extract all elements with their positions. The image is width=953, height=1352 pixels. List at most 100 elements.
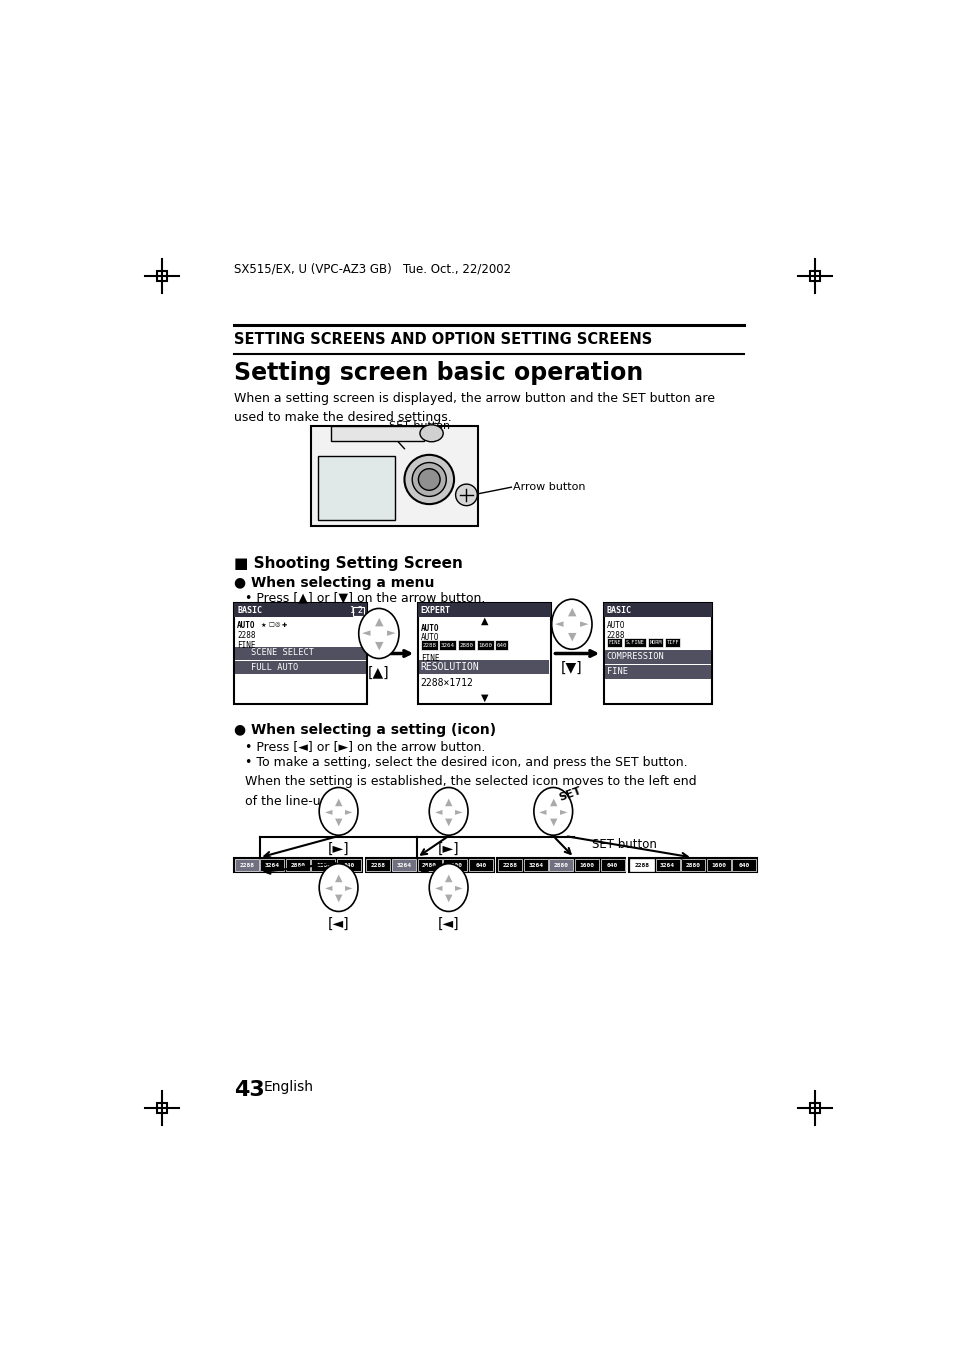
Text: ▼: ▼ [335, 892, 342, 903]
Text: SETTING SCREENS AND OPTION SETTING SCREENS: SETTING SCREENS AND OPTION SETTING SCREE… [233, 331, 652, 346]
Text: 1600: 1600 [315, 863, 331, 868]
Bar [664, 638, 679, 648]
Text: ◄: ◄ [555, 619, 563, 629]
Text: 2880: 2880 [421, 863, 436, 868]
Text: 1600: 1600 [447, 863, 462, 868]
Text: 2880: 2880 [290, 863, 305, 868]
Text: 1 2: 1 2 [350, 606, 363, 615]
Text: ▲: ▲ [567, 607, 576, 617]
Bar [476, 641, 493, 650]
Text: 640: 640 [496, 642, 506, 648]
Text: 2288: 2288 [606, 630, 624, 639]
Bar [706, 859, 730, 872]
Bar [603, 603, 711, 703]
Text: ▲: ▲ [549, 796, 557, 806]
Ellipse shape [404, 454, 454, 504]
Text: 2880: 2880 [685, 863, 700, 868]
Bar [680, 859, 704, 872]
Text: 2288: 2288 [236, 630, 255, 639]
Bar [233, 603, 367, 703]
Bar [443, 859, 467, 872]
Text: TIFF: TIFF [665, 641, 679, 645]
Text: 2288: 2288 [422, 642, 436, 648]
Text: FINE: FINE [420, 653, 438, 662]
Bar [392, 859, 416, 872]
Bar [156, 1103, 167, 1113]
Text: 2288: 2288 [502, 863, 517, 868]
Bar [647, 638, 662, 648]
Text: ▼: ▼ [444, 892, 452, 903]
Text: ▲: ▲ [444, 872, 452, 883]
Bar [420, 641, 437, 650]
Bar [366, 859, 390, 872]
Ellipse shape [534, 787, 572, 836]
Bar [629, 859, 654, 872]
Bar [233, 603, 367, 618]
Text: 3264: 3264 [265, 863, 279, 868]
Text: S.FINE: S.FINE [625, 641, 643, 645]
Text: AUTO: AUTO [236, 621, 255, 630]
Bar [439, 641, 456, 650]
Text: NORM: NORM [649, 641, 661, 645]
Bar [732, 859, 756, 872]
Text: AUTO: AUTO [420, 623, 438, 633]
Bar [604, 650, 710, 664]
Text: SCENE SELECT: SCENE SELECT [251, 648, 314, 657]
Bar [234, 859, 258, 872]
Bar [418, 660, 549, 675]
Text: 640: 640 [606, 863, 618, 868]
Ellipse shape [551, 599, 592, 649]
Text: 3264: 3264 [659, 863, 675, 868]
Text: 3264: 3264 [528, 863, 543, 868]
Text: • Press [▲] or [▼] on the arrow button.: • Press [▲] or [▼] on the arrow button. [245, 592, 485, 604]
Bar [311, 426, 477, 526]
Text: Arrow button: Arrow button [513, 483, 585, 492]
Ellipse shape [429, 787, 468, 836]
Bar [317, 457, 395, 519]
Text: 2288: 2288 [239, 863, 253, 868]
Ellipse shape [418, 469, 439, 491]
Text: When a setting screen is displayed, the arrow button and the SET button are
used: When a setting screen is displayed, the … [233, 392, 714, 425]
Text: SET button: SET button [389, 420, 450, 431]
Text: ▲: ▲ [335, 872, 342, 883]
Ellipse shape [429, 864, 468, 911]
Ellipse shape [456, 484, 476, 506]
Text: ■ Shooting Setting Screen: ■ Shooting Setting Screen [233, 557, 462, 572]
Text: 1600: 1600 [711, 863, 725, 868]
Text: ►: ► [579, 619, 588, 629]
Ellipse shape [319, 787, 357, 836]
Text: 3264: 3264 [440, 642, 455, 648]
Bar [603, 603, 711, 618]
Bar [353, 607, 364, 615]
Bar [495, 641, 508, 650]
Bar [809, 272, 820, 281]
Text: [►]: [►] [437, 841, 459, 856]
Text: English: English [263, 1080, 314, 1094]
Text: ►: ► [559, 806, 566, 817]
Text: ✚: ✚ [282, 622, 287, 627]
Bar [606, 638, 621, 648]
Bar [233, 859, 361, 872]
Text: ◄: ◄ [538, 806, 546, 817]
Text: ▼: ▼ [567, 631, 576, 642]
Text: 43: 43 [233, 1080, 264, 1101]
Text: 640: 640 [738, 863, 749, 868]
Text: ►: ► [455, 883, 462, 892]
Bar [331, 426, 423, 441]
Text: ▼: ▼ [480, 694, 488, 703]
Bar [655, 859, 679, 872]
Text: 1600: 1600 [477, 642, 492, 648]
Ellipse shape [419, 425, 443, 442]
Bar [457, 641, 475, 650]
Text: 3264: 3264 [396, 863, 411, 868]
Bar [417, 603, 550, 618]
Text: 2288×1712: 2288×1712 [420, 677, 473, 688]
Text: ◄: ◄ [324, 806, 332, 817]
Bar [623, 638, 645, 648]
Bar [311, 859, 335, 872]
Bar [575, 859, 598, 872]
Bar [156, 272, 167, 281]
Text: ►: ► [387, 629, 395, 638]
Text: ►: ► [345, 806, 352, 817]
Text: [▲]: [▲] [368, 665, 389, 680]
